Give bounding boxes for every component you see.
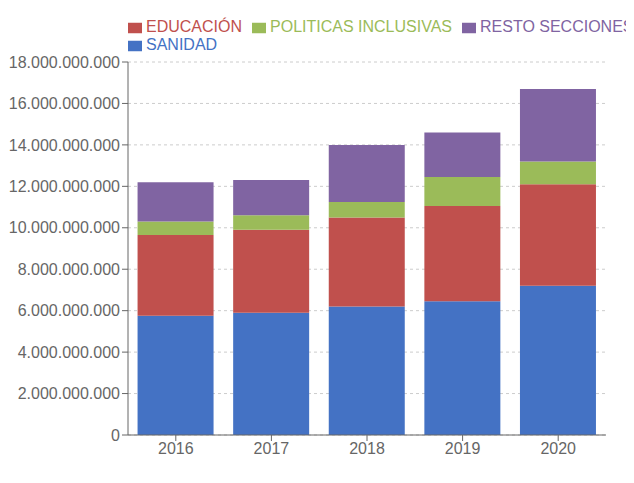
svg-text:2018: 2018 <box>349 440 385 457</box>
svg-text:18.000.000.000: 18.000.000.000 <box>9 54 120 71</box>
svg-text:6.000.000.000: 6.000.000.000 <box>18 302 120 319</box>
svg-text:2016: 2016 <box>158 440 194 457</box>
html-text:POLITICAS INCLUSIVAS: POLITICAS INCLUSIVAS <box>270 18 452 35</box>
svg-text:14.000.000.000: 14.000.000.000 <box>9 137 120 154</box>
svg-text:2.000.000.000: 2.000.000.000 <box>18 385 120 402</box>
svg-text:8.000.000.000: 8.000.000.000 <box>18 261 120 278</box>
html-text:RESTO SECCIONES: RESTO SECCIONES <box>480 18 634 35</box>
svg-text:16.000.000.000: 16.000.000.000 <box>9 95 120 112</box>
svg-text:2017: 2017 <box>254 440 290 457</box>
svg-text:12.000.000.000: 12.000.000.000 <box>9 178 120 195</box>
svg-text:0: 0 <box>111 427 120 444</box>
svg-text:2020: 2020 <box>540 440 576 457</box>
html-text:EDUCACIÓN: EDUCACIÓN <box>146 18 242 35</box>
html-text:SANIDAD: SANIDAD <box>146 36 218 53</box>
svg-text:4.000.000.000: 4.000.000.000 <box>18 344 120 361</box>
svg-text:2019: 2019 <box>445 440 481 457</box>
svg-text:10.000.000.000: 10.000.000.000 <box>9 219 120 236</box>
